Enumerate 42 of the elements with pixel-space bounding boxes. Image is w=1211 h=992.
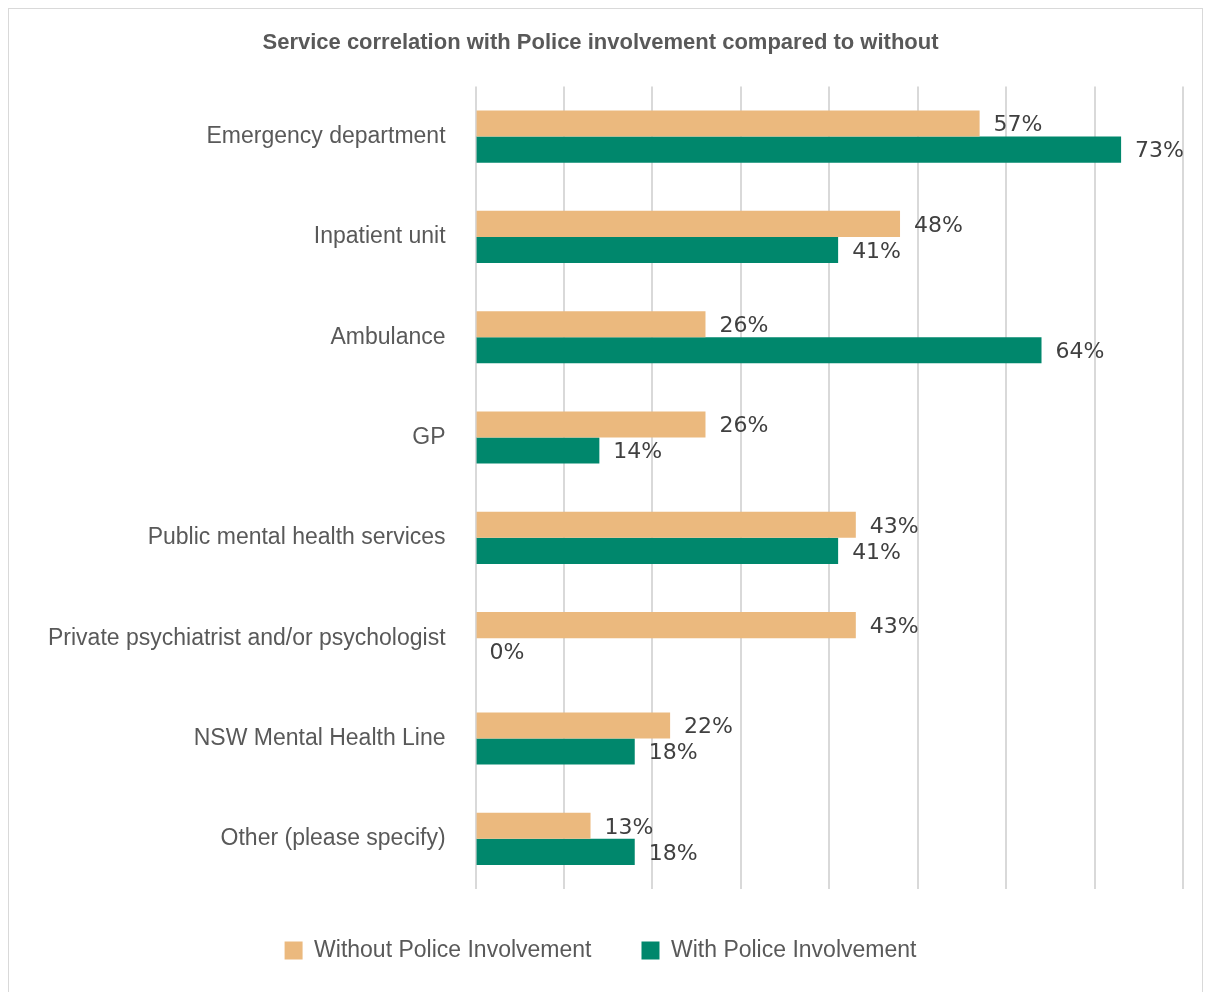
bar xyxy=(476,537,839,564)
y-tick-label: Private psychiatrist and/or psychologist xyxy=(47,623,447,650)
bar xyxy=(476,236,839,263)
data-label: 41% xyxy=(852,538,902,564)
bar xyxy=(476,738,635,765)
legend-label: With Police Involvement xyxy=(670,935,918,962)
bar xyxy=(476,411,706,438)
y-tick-label: Ambulance xyxy=(330,322,446,349)
chart-title: Service correlation with Police involvement compared to without xyxy=(262,29,940,55)
y-tick-label: NSW Mental Health Line xyxy=(193,723,446,750)
y-tick-label: Inpatient unit xyxy=(313,222,447,249)
data-label: 14% xyxy=(613,438,663,464)
bar xyxy=(476,812,591,839)
legend-label: Without Police Involvement xyxy=(314,935,593,962)
y-tick-label: Public mental health services xyxy=(147,523,446,550)
data-label: 26% xyxy=(719,311,769,337)
bar xyxy=(476,311,706,338)
data-label: 18% xyxy=(648,839,698,865)
bar xyxy=(476,110,980,137)
data-label: 0% xyxy=(489,638,525,664)
bar xyxy=(476,210,901,237)
bar xyxy=(476,838,635,865)
bar xyxy=(476,337,1042,364)
data-label: 73% xyxy=(1135,137,1185,163)
bar xyxy=(476,136,1122,163)
data-label: 48% xyxy=(914,211,963,237)
data-label: 41% xyxy=(852,237,902,263)
data-label: 22% xyxy=(684,713,734,739)
data-label: 64% xyxy=(1055,337,1105,363)
data-label: 43% xyxy=(869,512,919,538)
y-tick-label: Other (please specify) xyxy=(220,824,446,851)
bar xyxy=(476,612,856,639)
data-label: 26% xyxy=(719,412,769,438)
data-label: 18% xyxy=(648,739,698,765)
bar xyxy=(476,712,671,739)
bar xyxy=(476,511,856,538)
bar xyxy=(476,437,600,464)
data-label: 43% xyxy=(869,612,919,638)
data-label: 13% xyxy=(604,813,654,839)
y-tick-label: GP xyxy=(412,422,446,449)
data-label: 57% xyxy=(993,111,1043,137)
y-tick-label: Emergency department xyxy=(206,121,447,148)
